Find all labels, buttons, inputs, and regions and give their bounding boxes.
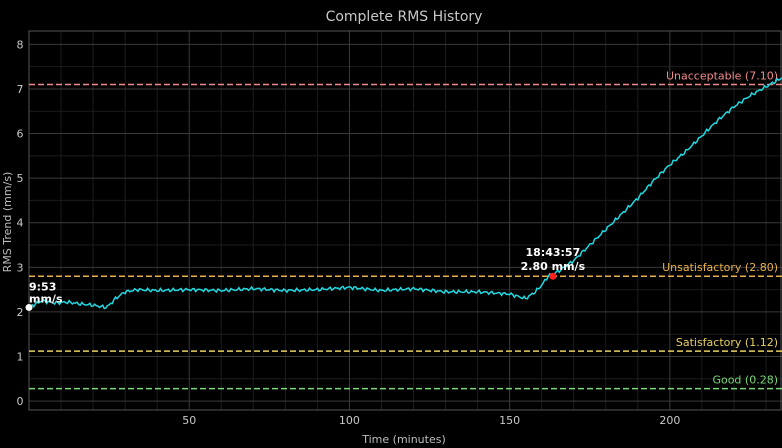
chart-title: Complete RMS History [326,9,483,25]
x-tick-label: 150 [499,414,520,427]
x-tick-label: 100 [339,414,360,427]
threshold-label: Satisfactory (1.12) [676,336,778,349]
threshold-lines: Unacceptable (7.10) Unsatisfactory (2.80)… [29,70,782,390]
marker-time-label: 18:43:57 [526,246,581,259]
x-axis-label: Time (minutes) [361,433,446,446]
threshold-label: Unsatisfactory (2.80) [662,261,778,274]
tick-labels: 50 100 150 200 0 1 2 3 4 5 6 7 8 [17,38,681,427]
y-tick-label: 8 [17,38,24,51]
series-layer [28,77,782,310]
threshold-label: Good (0.28) [712,374,778,387]
grid [28,30,782,411]
y-tick-label: 0 [17,395,24,408]
y-tick-label: 5 [17,172,24,185]
marker-value-label: 2.80 mm/s [521,260,586,273]
y-tick-label: 4 [17,217,24,230]
marker-point [25,303,33,311]
y-axis-label: RMS Trend (mm/s) [1,172,14,273]
y-tick-label: 7 [17,83,24,96]
marker-value-label: mm/s [29,292,63,305]
x-tick-label: 200 [659,414,680,427]
plot-frame [28,30,782,411]
y-tick-label: 3 [17,261,24,274]
threshold-label: Unacceptable (7.10) [666,70,778,83]
x-tick-label: 50 [182,414,196,427]
marker-time-label: 9:53 [29,280,56,293]
y-tick-label: 6 [17,128,24,141]
y-tick-label: 2 [17,306,24,319]
series-line [28,77,782,310]
y-tick-label: 1 [17,350,24,363]
marker-point [549,272,557,280]
